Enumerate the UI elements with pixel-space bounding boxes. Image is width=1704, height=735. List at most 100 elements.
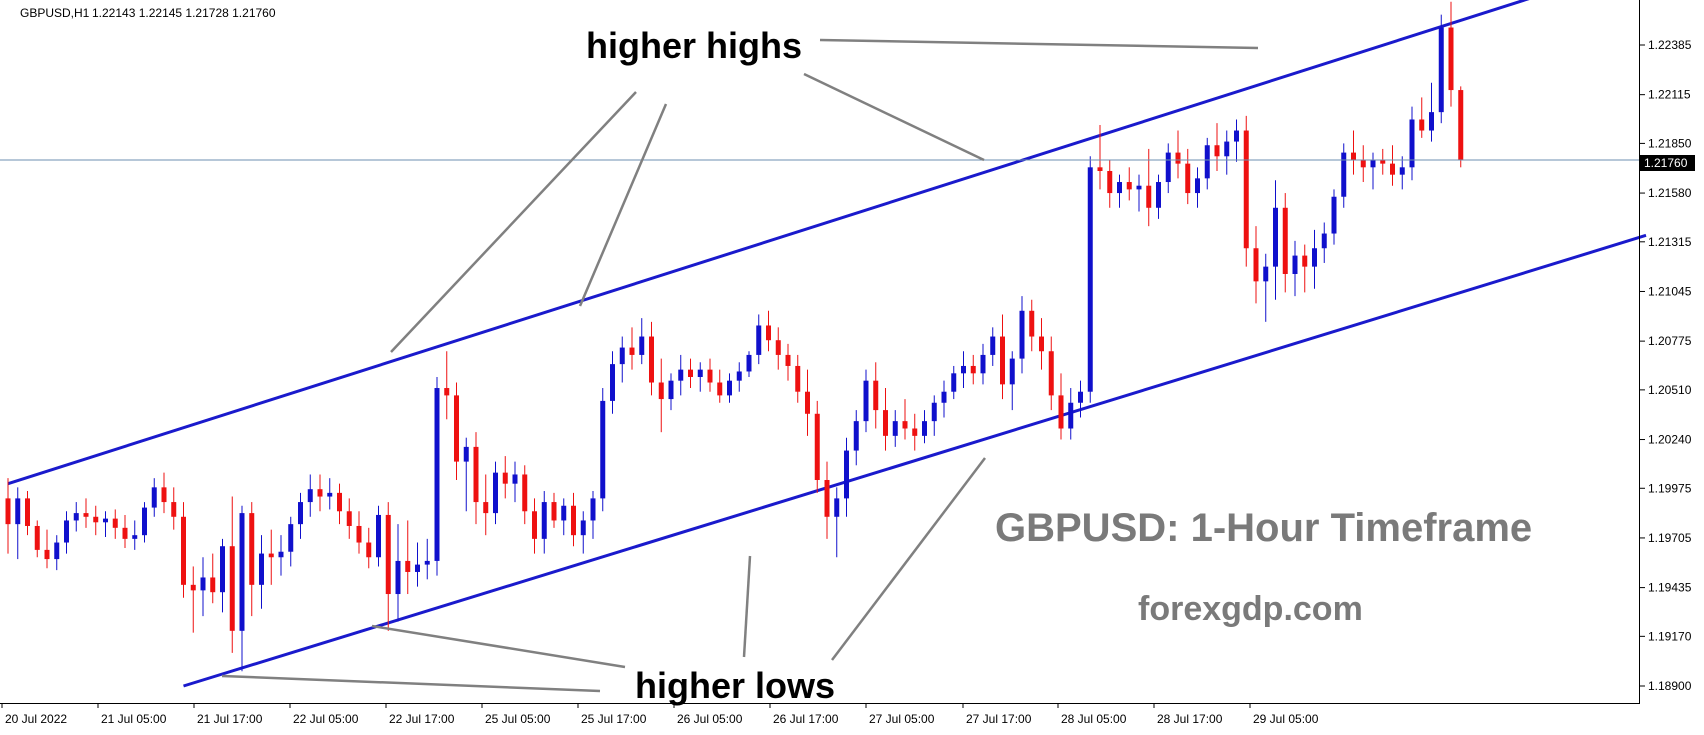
candle (1321, 222, 1327, 263)
candle-body (1214, 145, 1220, 157)
candle (434, 376, 440, 576)
candle-body (902, 421, 908, 429)
x-tick-label: 21 Jul 17:00 (197, 712, 263, 726)
candle (1068, 388, 1074, 440)
candle (171, 487, 177, 530)
candle-body (239, 513, 245, 631)
candle (756, 314, 762, 365)
y-tick-label: 1.19435 (1648, 581, 1692, 595)
candle-body (1097, 167, 1103, 171)
candle-body (610, 364, 615, 401)
x-tick-label: 29 Jul 05:00 (1253, 712, 1319, 726)
annotation-pointer-line (831, 457, 986, 661)
y-tick-label: 1.21315 (1648, 235, 1692, 249)
candle (405, 520, 411, 595)
candle (892, 410, 898, 447)
candle (1185, 148, 1191, 205)
channel-upper-line[interactable] (7, 0, 1646, 486)
candle-body (415, 564, 420, 572)
candle (278, 535, 284, 576)
candle-body (366, 542, 372, 558)
candle-body (1068, 402, 1074, 429)
candle (541, 491, 547, 554)
candle-body (883, 410, 888, 436)
candle-body (990, 336, 996, 355)
candle-body (327, 492, 333, 497)
candle (1370, 152, 1376, 190)
candle-body (317, 489, 323, 497)
x-tick-label: 26 Jul 05:00 (677, 712, 743, 726)
candle (122, 514, 128, 549)
candle (1117, 174, 1122, 208)
time-axis[interactable]: 20 Jul 2022 21 Jul 05:00 21 Jul 17:00 22 Ju… (1, 703, 1319, 726)
candle-body (980, 354, 986, 374)
candle-body (1029, 310, 1035, 337)
candle-body (1282, 207, 1288, 274)
channel-lower-line[interactable] (183, 233, 1647, 688)
candle (483, 474, 489, 536)
current-price-label: 1.21760 (1644, 156, 1688, 170)
candle (307, 474, 313, 517)
candle (288, 516, 294, 567)
x-tick-label: 28 Jul 17:00 (1157, 712, 1223, 726)
candle (132, 520, 138, 550)
candle-body (688, 369, 693, 377)
candle (1107, 159, 1113, 208)
candle (785, 343, 791, 381)
candle (1136, 174, 1142, 212)
candle (912, 413, 918, 451)
candle-body (132, 535, 138, 539)
candle (502, 456, 508, 499)
candle (522, 465, 528, 525)
x-tick-label: 27 Jul 17:00 (966, 712, 1032, 726)
candle (1214, 123, 1220, 171)
candle-body (1126, 182, 1132, 190)
candle (34, 520, 40, 558)
candle (210, 553, 216, 604)
candle (229, 496, 235, 653)
candle (1292, 240, 1298, 297)
candle-body (658, 382, 664, 400)
candle-body (151, 487, 157, 508)
candle (951, 365, 957, 400)
y-tick-label: 1.21045 (1648, 284, 1692, 298)
candle (1263, 253, 1269, 322)
candle-body (288, 524, 294, 552)
x-tick-label: 22 Jul 17:00 (389, 712, 455, 726)
candle (980, 343, 986, 385)
candle (346, 498, 352, 539)
candle-body (346, 511, 352, 526)
candle-body (736, 371, 742, 381)
candle-body (25, 498, 30, 526)
candle (512, 461, 518, 503)
candle-body (1429, 112, 1434, 131)
candle-body (1409, 119, 1415, 168)
candle-body (863, 380, 869, 422)
candle-body (1390, 163, 1395, 175)
candle (73, 502, 79, 532)
candle-body (220, 546, 225, 593)
candle (1253, 226, 1259, 304)
candle (1351, 130, 1356, 175)
candle-body (200, 577, 206, 591)
candle (44, 529, 50, 569)
candle (1009, 351, 1015, 411)
candle-body (142, 507, 147, 536)
candle (590, 491, 596, 539)
candle-body (707, 369, 713, 383)
candle-body (580, 520, 586, 536)
candle-body (268, 553, 274, 558)
candle-body (376, 514, 381, 558)
candle (961, 351, 966, 389)
candle-body (424, 560, 430, 565)
candle-body (834, 498, 840, 517)
candle-body (571, 505, 576, 536)
current-price-tag (1640, 155, 1695, 171)
candle-body (1351, 152, 1356, 160)
candle (493, 461, 498, 525)
candle (1390, 145, 1395, 186)
price-axis[interactable]: 1.22385 1.22115 1.21850 1.21580 1.21315 1.210… (1640, 38, 1692, 693)
